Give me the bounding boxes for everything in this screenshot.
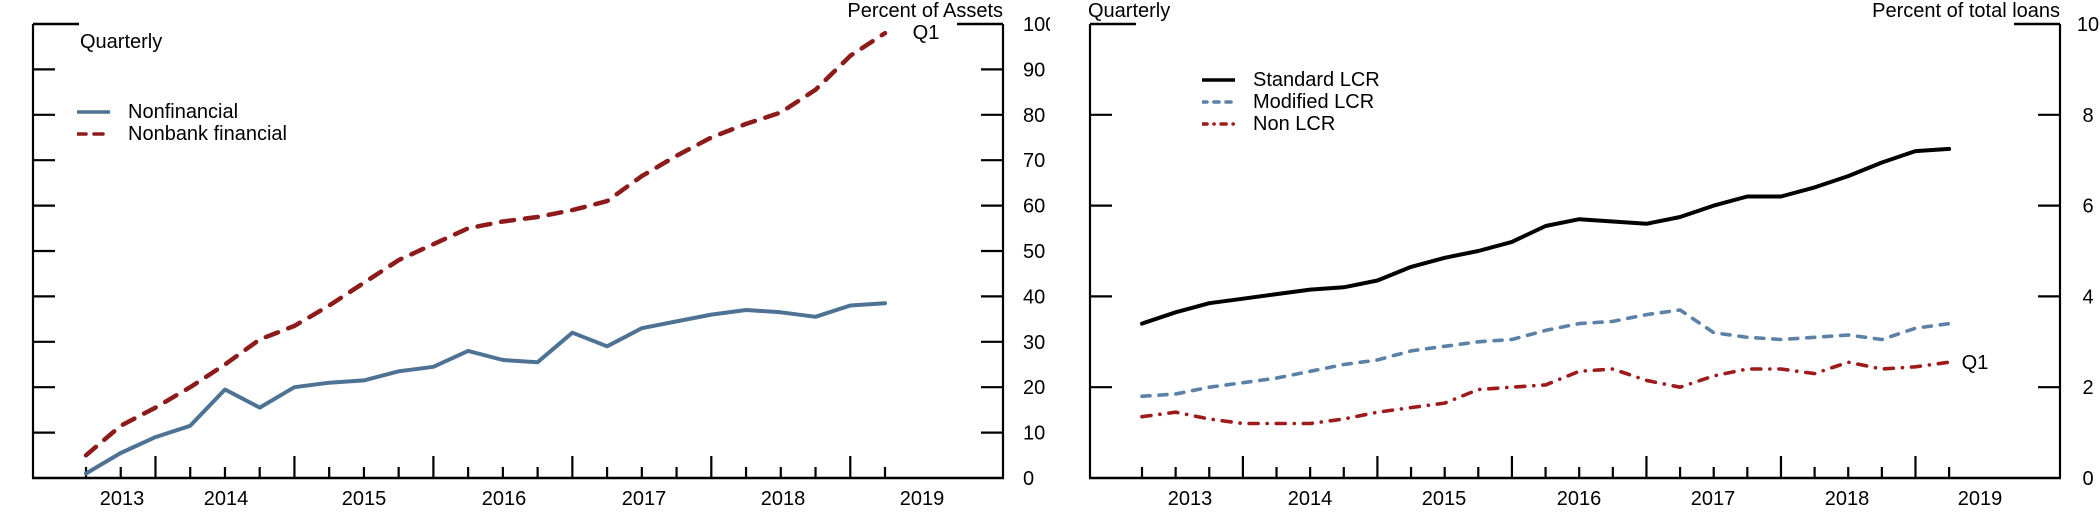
- latest-quarter-label: Q1: [912, 22, 940, 44]
- chart-right-percent-of-total-loans-by-lcr: 0 2 4 6 8 10 2013 2014 2015 2016 2017 2018 2019 Quar…: [1050, 0, 2100, 512]
- y-axis-unit-label: Percent of Assets: [847, 0, 1003, 22]
- y-axis-unit-label: Percent of total loans: [1872, 0, 2060, 22]
- svg-text:80: 80: [1023, 105, 1045, 127]
- svg-text:2015: 2015: [342, 488, 387, 510]
- svg-text:2018: 2018: [761, 488, 806, 510]
- svg-text:2018: 2018: [1825, 488, 1870, 510]
- svg-text:0: 0: [1023, 468, 1034, 490]
- left-chart-plot-canvas: 0 10 20 30 40 50 60 70 80 90 100 2013 2014 2015 2016 20…: [31, 14, 1050, 510]
- svg-text:40: 40: [1023, 286, 1045, 308]
- svg-text:2017: 2017: [622, 488, 667, 510]
- svg-text:2013: 2013: [100, 488, 145, 510]
- svg-text:2013: 2013: [1168, 488, 1213, 510]
- legend: Standard LCR Modified LCR Non LCR: [1202, 69, 1380, 135]
- svg-text:50: 50: [1023, 241, 1045, 263]
- svg-text:90: 90: [1023, 59, 1045, 81]
- legend-line-swatch: [1202, 75, 1235, 85]
- legend-label: Modified LCR: [1253, 90, 1375, 113]
- right-chart-plot-canvas: 0 2 4 6 8 10 2013 2014 2015 2016 2017 2018 2019: [1088, 14, 2099, 510]
- svg-text:2016: 2016: [482, 488, 527, 510]
- legend-item: Nonbank financial: [77, 123, 287, 145]
- svg-text:10: 10: [2077, 14, 2099, 36]
- svg-text:8: 8: [2082, 105, 2093, 127]
- svg-text:2019: 2019: [900, 488, 945, 510]
- legend-line-swatch: [1202, 97, 1235, 107]
- svg-text:10: 10: [1023, 423, 1045, 445]
- svg-text:2016: 2016: [1557, 488, 1602, 510]
- legend-label: Non LCR: [1253, 112, 1336, 135]
- svg-text:2015: 2015: [1422, 488, 1467, 510]
- frequency-label: Quarterly: [1088, 0, 1171, 22]
- svg-text:6: 6: [2082, 196, 2093, 218]
- legend-line-swatch: [77, 129, 110, 139]
- legend-label: Nonfinancial: [128, 100, 239, 123]
- latest-quarter-label: Q1: [1961, 352, 1989, 374]
- svg-text:20: 20: [1023, 377, 1045, 399]
- svg-text:2019: 2019: [1958, 488, 2003, 510]
- legend-line-swatch: [1202, 119, 1235, 129]
- legend-line-swatch: [77, 107, 110, 117]
- svg-text:30: 30: [1023, 332, 1045, 354]
- legend-label: Nonbank financial: [128, 122, 287, 145]
- svg-text:4: 4: [2082, 286, 2093, 308]
- chart-left-lending-percent-of-assets: 0 10 20 30 40 50 60 70 80 90 100 2013 2014 2015 2016 20…: [31, 0, 1050, 510]
- svg-text:100: 100: [1023, 14, 1050, 36]
- legend-item: Nonfinancial: [77, 101, 287, 123]
- legend-label: Standard LCR: [1253, 68, 1380, 91]
- svg-text:2014: 2014: [204, 488, 249, 510]
- legend-item: Modified LCR: [1202, 91, 1380, 113]
- svg-text:70: 70: [1023, 150, 1045, 172]
- legend: Nonfinancial Nonbank financial: [77, 101, 287, 145]
- svg-text:60: 60: [1023, 196, 1045, 218]
- legend-item: Non LCR: [1202, 113, 1380, 135]
- svg-text:2014: 2014: [1288, 488, 1333, 510]
- svg-text:2017: 2017: [1691, 488, 1736, 510]
- frequency-label: Quarterly: [80, 31, 163, 53]
- legend-item: Standard LCR: [1202, 69, 1380, 91]
- svg-text:2: 2: [2082, 377, 2093, 399]
- svg-text:0: 0: [2082, 468, 2093, 490]
